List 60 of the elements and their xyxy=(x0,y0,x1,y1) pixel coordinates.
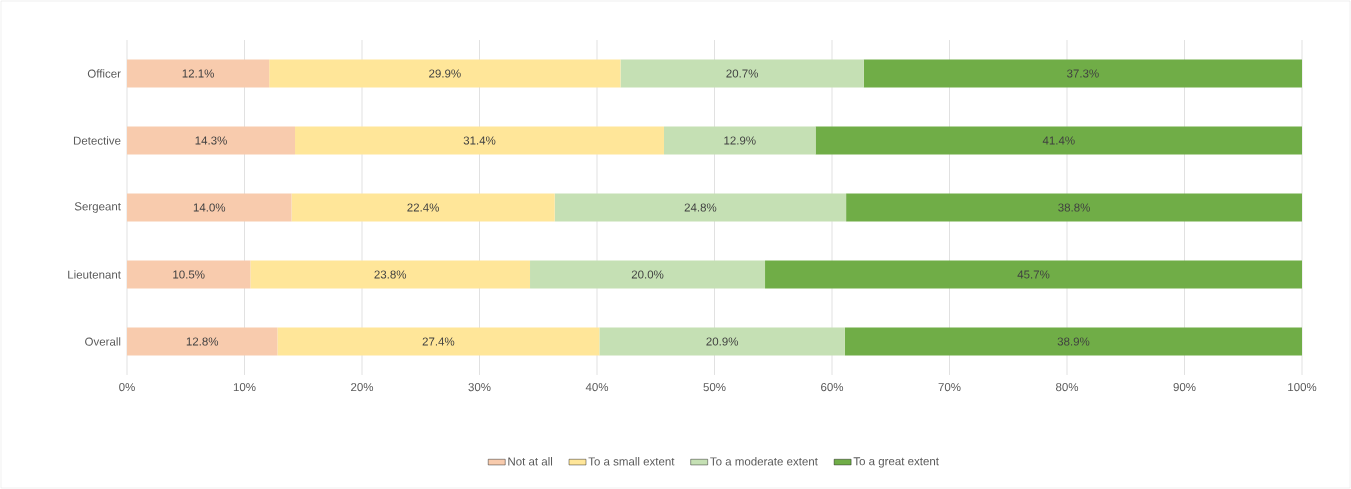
bar xyxy=(127,126,296,155)
data-label: 23.8% xyxy=(374,270,407,279)
bar xyxy=(844,327,1303,356)
legend-label: Not at all xyxy=(508,457,553,466)
bar xyxy=(599,327,845,356)
y-tick-label: Overall xyxy=(85,337,121,346)
bar xyxy=(127,260,251,289)
data-label: 27.4% xyxy=(422,337,455,346)
y-tick-label: Detective xyxy=(73,136,121,145)
legend-label: To a great extent xyxy=(853,457,939,468)
data-label: 20.0% xyxy=(631,270,664,279)
x-tick-label: 30% xyxy=(468,383,491,392)
data-label: 45.7% xyxy=(1017,270,1050,279)
data-label: 14.3% xyxy=(195,136,227,145)
data-label: 22.4% xyxy=(407,203,439,212)
x-tick-label: 0% xyxy=(119,383,135,392)
data-label: 12.9% xyxy=(724,136,756,145)
legend-label: To a moderate extent xyxy=(710,457,818,466)
data-label: 41.4% xyxy=(1042,136,1075,145)
data-label: 31.4% xyxy=(463,136,496,145)
bar xyxy=(127,59,270,88)
bar xyxy=(250,260,531,289)
x-tick-label: 70% xyxy=(938,383,961,392)
bar xyxy=(127,327,278,356)
x-tick-label: 20% xyxy=(351,383,374,392)
bar xyxy=(127,193,292,222)
x-tick-label: 40% xyxy=(585,383,609,392)
bar xyxy=(663,126,816,155)
data-label: 29.9% xyxy=(429,69,461,78)
data-label: 38.8% xyxy=(1058,203,1090,212)
data-label: 20.9% xyxy=(706,337,739,346)
bar xyxy=(846,193,1303,222)
data-label: 37.3% xyxy=(1067,69,1099,78)
x-tick-label: 60% xyxy=(821,383,844,392)
bar xyxy=(277,327,600,356)
data-label: 14.0% xyxy=(193,203,226,212)
data-label: 20.7% xyxy=(726,69,759,78)
bar xyxy=(765,260,1303,289)
data-label: 38.9% xyxy=(1057,337,1090,346)
data-label: 24.8% xyxy=(684,203,717,212)
bar xyxy=(295,126,664,155)
y-tick-label: Officer xyxy=(87,69,121,78)
x-tick-label: 10% xyxy=(233,383,256,392)
bar xyxy=(291,193,555,222)
data-label: 12.8% xyxy=(186,337,219,346)
bar xyxy=(815,126,1303,155)
x-tick-label: 50% xyxy=(703,383,726,392)
bar xyxy=(863,59,1303,88)
x-tick-label: 90% xyxy=(1173,383,1196,392)
data-label: 10.5% xyxy=(173,270,205,279)
x-tick-label: 100% xyxy=(1288,383,1317,392)
bar xyxy=(269,59,621,88)
y-tick-label: Lieutenant xyxy=(68,270,121,279)
bar xyxy=(554,193,847,222)
y-tick-label: Sergeant xyxy=(74,202,121,213)
legend-label: To a small extent xyxy=(588,457,675,466)
bar xyxy=(620,59,864,88)
data-label: 12.1% xyxy=(182,69,214,78)
bar xyxy=(530,260,766,289)
x-tick-label: 80% xyxy=(1056,383,1079,392)
